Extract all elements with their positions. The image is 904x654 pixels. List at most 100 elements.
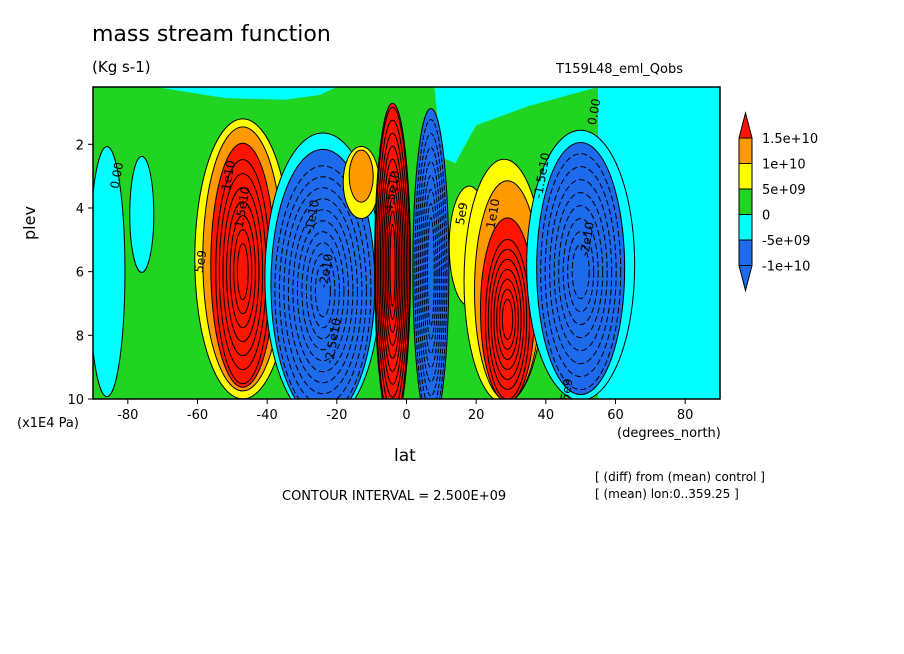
run-name: T159L48_eml_Qobs [556,62,684,77]
nfc-contour-6 [501,298,514,340]
sfc-contour-6 [236,243,249,301]
x-tick-label-3: -20 [326,408,347,423]
sfc-contour-2 [222,187,264,357]
shc-contour-4 [292,209,354,373]
x-tick-label-2: -40 [257,408,278,423]
colorbar-box-1 [738,163,753,190]
chart-title: mass stream function [92,22,331,47]
eqp-contour-9 [389,223,396,307]
nhc-contour-7 [571,244,590,300]
nfc-contour-1 [487,248,528,390]
x-tick-label-8: 80 [677,408,694,423]
eqp-contour-2 [378,132,407,398]
x-tick-label-4: 0 [402,408,410,423]
nfc-contour-5 [499,288,517,350]
nfc-contour-0 [485,238,531,399]
contour-label-9: 5e9 [453,201,471,226]
eqp-contour-7 [386,197,399,333]
shc-contour-0 [274,165,372,399]
eqn-contour-2 [417,147,444,397]
nhc-contour-3 [553,192,608,352]
eq-orange-west [348,149,374,203]
colorbar-label-4: -5e+09 [762,234,810,249]
contour-label-1: 0.00 [585,97,603,126]
nhc-contour-5 [562,218,599,326]
y-tick-label-4: 10 [67,393,84,408]
nfc-contour-3 [493,268,522,370]
colorbar-label-3: 0 [762,209,770,224]
shc-contour-8 [310,253,336,329]
x-tick-label-5: 20 [468,408,485,423]
sfc-contour-4 [229,215,256,329]
eqn-contour-1 [416,133,446,399]
contour-label-12: -2e10 [577,221,597,258]
shc-contour-6 [301,231,345,351]
contour-label-3: 1e10 [219,159,238,191]
colorbar-label-1: 1e+10 [762,158,806,173]
eqn-contour-7 [426,217,435,327]
contour-label-6: -2e10 [316,253,336,290]
sfc-contour-5 [233,229,253,315]
contour-label-0: 0.00 [108,161,126,190]
colorbar-top-arrow [738,111,753,139]
nhc-contour-4 [558,205,604,339]
x-tick-label-0: -80 [117,408,138,423]
eqp-contour-1 [376,119,409,399]
y-tick-label-1: 4 [76,202,84,217]
field-cyan-top [155,87,337,100]
cyan-tongue-west [93,146,126,398]
x-axis-label: lat [394,446,416,466]
contour-label-13: -5e9 [557,377,575,406]
eqp-contour-3 [379,145,406,385]
eqp-contour-0 [375,106,411,399]
nhc-contour-1 [544,166,617,378]
nfc-contour-2 [490,258,525,380]
y-tick-label-3: 8 [76,329,84,344]
x-tick-label-1: -60 [187,408,208,423]
eqp-contour-4 [381,158,404,372]
cyan-tongue-inner [129,155,155,273]
shc-contour-2 [283,187,363,395]
nhc-contour-6 [567,231,595,313]
x-tick-label-6: 40 [538,408,555,423]
colorbar-label-0: 1.5e+10 [762,132,818,147]
contour-label-2: 5e9 [192,249,210,274]
nfc-contour-4 [496,278,519,360]
y-tick-label-2: 6 [76,266,84,281]
note-diff: [ (diff) from (mean) control ] [595,470,765,484]
colorbar-box-4 [738,239,753,266]
shc-contour-1 [278,176,367,399]
eqn-contour-0 [414,119,448,399]
x-tick-label-7: 60 [607,408,624,423]
note-mean: [ (mean) lon:0..359.25 ] [595,487,739,501]
colorbar-box-0 [738,137,753,164]
colorbar-label-2: 5e+09 [762,183,806,198]
colorbar-bottom-arrow [738,265,753,293]
contour-label-5: -1e10 [302,199,322,236]
colorbar-box-3 [738,214,753,241]
shc-contour-9 [314,264,331,318]
sfc-contour-3 [226,201,260,343]
colorbar-box-2 [738,188,753,215]
x-axis-unit: (degrees_north) [617,426,721,441]
contour-label-10: 1e10 [484,198,503,230]
y-tick-label-0: 2 [76,138,84,153]
colorbar-label-5: -1e+10 [762,260,810,275]
chart-units: (Kg s-1) [92,58,151,76]
eqp-contour-8 [387,210,398,320]
contour-interval: CONTOUR INTERVAL = 2.500E+09 [282,489,507,504]
shc-contour-5 [296,220,349,362]
nhc-contour-0 [540,153,622,391]
field-cyan-ne [434,87,599,164]
eqn-contour-4 [421,175,441,369]
eqp-contour-6 [384,184,401,346]
y-axis-unit: (x1E4 Pa) [17,416,79,431]
eqn-contour-6 [425,203,437,341]
nhc-contour-2 [549,179,613,365]
eqn-contour-5 [423,189,439,355]
shc-contour-7 [305,242,340,340]
shc-contour-3 [287,198,358,384]
eqn-contour-3 [419,161,442,383]
